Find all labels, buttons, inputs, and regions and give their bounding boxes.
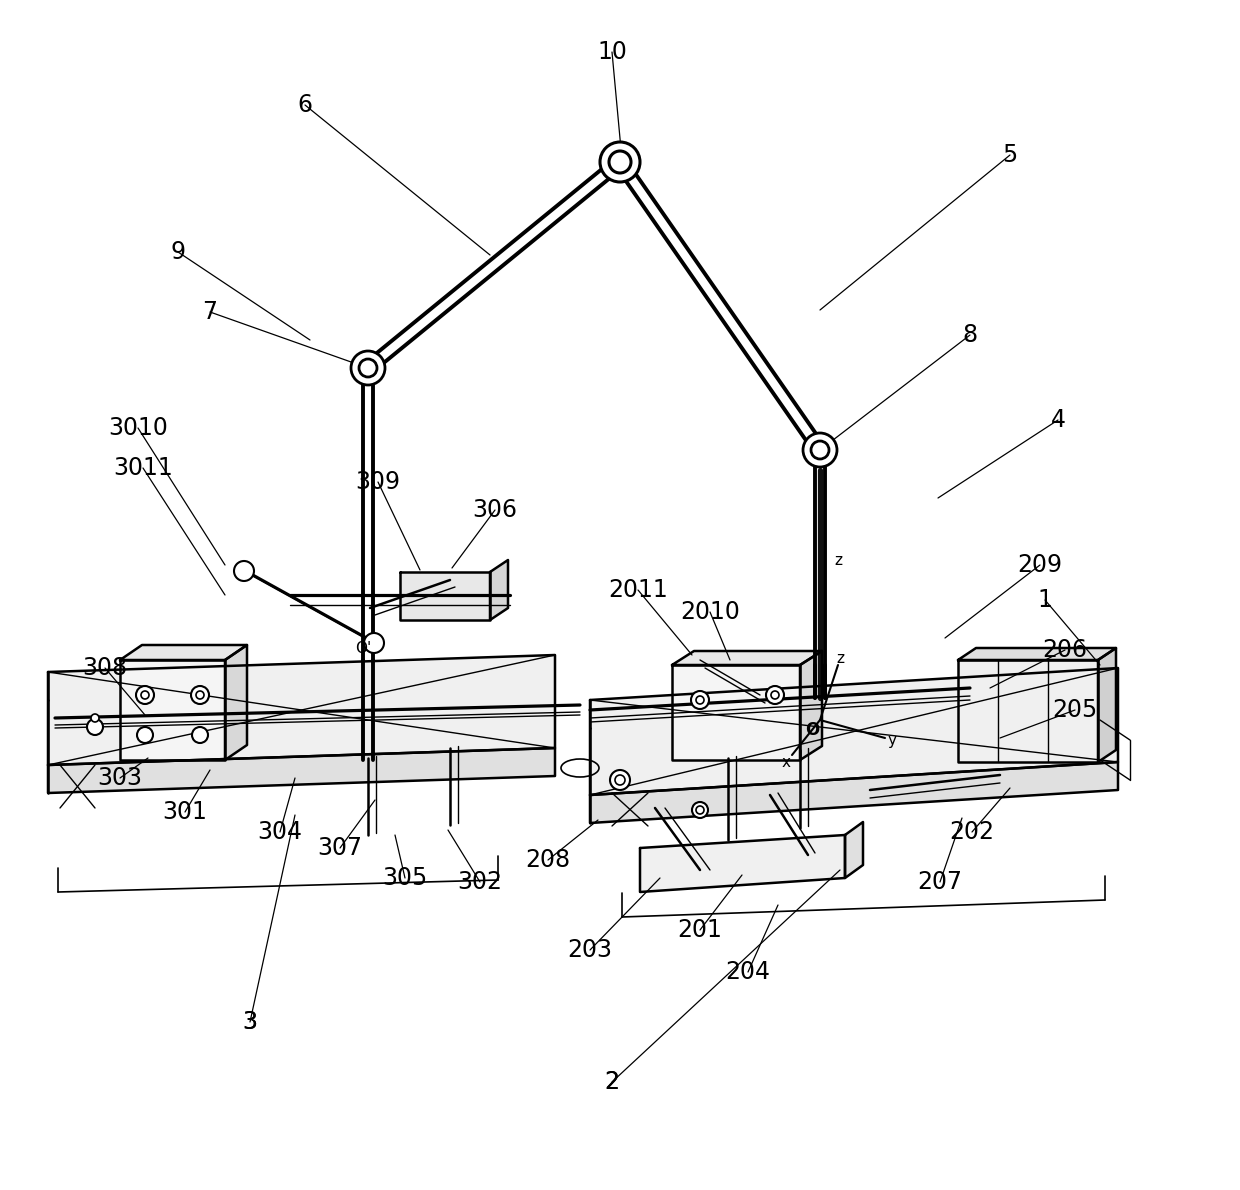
Polygon shape <box>490 560 508 620</box>
Circle shape <box>91 714 99 722</box>
Polygon shape <box>959 660 1097 762</box>
Text: 203: 203 <box>568 938 613 962</box>
Polygon shape <box>672 651 822 665</box>
Polygon shape <box>48 749 556 793</box>
Text: O': O' <box>355 640 371 656</box>
Circle shape <box>615 775 625 785</box>
Text: 309: 309 <box>356 470 401 494</box>
Polygon shape <box>800 651 822 760</box>
Text: 1: 1 <box>1038 588 1053 612</box>
Circle shape <box>365 633 384 653</box>
Polygon shape <box>120 660 224 760</box>
Circle shape <box>136 685 154 704</box>
Text: 3010: 3010 <box>108 416 167 440</box>
Text: 304: 304 <box>258 820 303 844</box>
Circle shape <box>609 151 631 173</box>
Text: x: x <box>781 754 791 770</box>
Circle shape <box>234 560 254 581</box>
Circle shape <box>360 359 377 377</box>
Text: 6: 6 <box>298 93 312 117</box>
Circle shape <box>692 802 708 818</box>
Polygon shape <box>959 649 1116 660</box>
Text: 302: 302 <box>458 870 502 894</box>
Text: 8: 8 <box>962 322 977 347</box>
Circle shape <box>351 351 384 386</box>
Text: 2010: 2010 <box>680 600 740 624</box>
Text: 4: 4 <box>1050 408 1065 432</box>
Polygon shape <box>48 654 556 765</box>
Polygon shape <box>401 572 490 620</box>
Text: y: y <box>888 733 897 747</box>
Polygon shape <box>224 645 247 760</box>
Polygon shape <box>844 822 863 878</box>
Polygon shape <box>640 835 844 892</box>
Circle shape <box>691 691 709 709</box>
Polygon shape <box>590 762 1118 823</box>
Circle shape <box>196 691 205 699</box>
Polygon shape <box>1097 649 1116 762</box>
Circle shape <box>141 691 149 699</box>
Circle shape <box>771 691 779 699</box>
Circle shape <box>610 770 630 790</box>
Text: 307: 307 <box>317 837 362 860</box>
Text: 5: 5 <box>1002 143 1018 167</box>
Text: 9: 9 <box>171 240 186 264</box>
Text: 2: 2 <box>605 1070 620 1094</box>
Text: z: z <box>836 651 844 665</box>
Circle shape <box>804 433 837 466</box>
Circle shape <box>192 727 208 743</box>
Text: 3011: 3011 <box>113 456 172 480</box>
Text: 201: 201 <box>677 917 723 942</box>
Text: 209: 209 <box>1018 553 1063 577</box>
Text: 207: 207 <box>918 870 962 894</box>
Text: 3: 3 <box>243 1010 258 1034</box>
Polygon shape <box>672 665 800 760</box>
Text: 205: 205 <box>1053 699 1097 722</box>
Text: 306: 306 <box>472 497 517 522</box>
Text: O: O <box>805 721 820 739</box>
Text: 206: 206 <box>1043 638 1087 662</box>
Circle shape <box>696 806 704 814</box>
Circle shape <box>600 142 640 182</box>
Text: 7: 7 <box>202 300 217 324</box>
Polygon shape <box>120 645 247 660</box>
Text: 305: 305 <box>382 866 428 890</box>
Text: 303: 303 <box>98 766 143 790</box>
Circle shape <box>766 685 784 704</box>
Text: 204: 204 <box>725 960 770 984</box>
Text: z: z <box>835 552 842 568</box>
Circle shape <box>136 727 153 743</box>
Polygon shape <box>590 668 1118 795</box>
Text: 10: 10 <box>598 40 627 64</box>
Text: 208: 208 <box>526 848 570 872</box>
Circle shape <box>696 696 704 704</box>
Circle shape <box>87 719 103 735</box>
Text: 2: 2 <box>605 1070 620 1094</box>
Circle shape <box>811 441 830 459</box>
Text: 2011: 2011 <box>608 578 668 602</box>
Text: 3: 3 <box>243 1010 258 1034</box>
Text: 301: 301 <box>162 800 207 823</box>
Circle shape <box>191 685 210 704</box>
Text: 202: 202 <box>950 820 994 844</box>
Text: 308: 308 <box>82 656 128 679</box>
